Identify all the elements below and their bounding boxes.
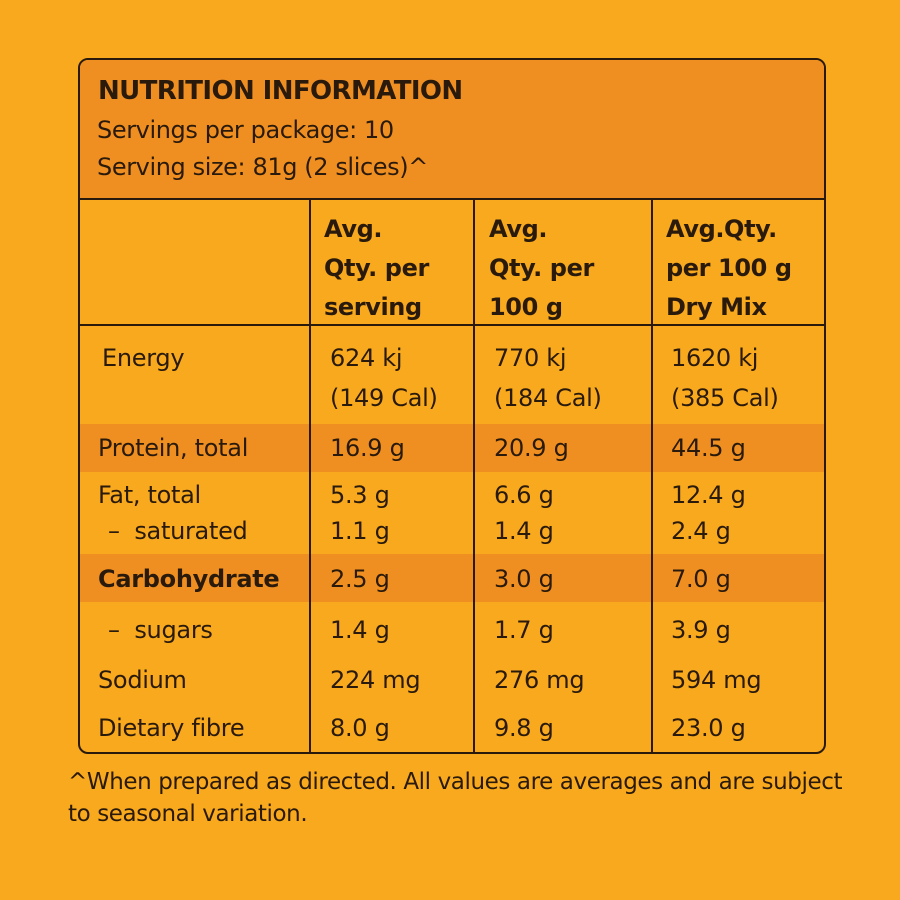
cell-sugars-100g: 1.7 g: [494, 616, 554, 644]
panel-title: NUTRITION INFORMATION: [98, 76, 463, 106]
cell-carbohydrate-drymix: 7.0 g: [671, 565, 731, 593]
cell-fibre-serving: 8.0 g: [330, 714, 390, 742]
column-header-dry-mix: Avg.Qty. per 100 g Dry Mix: [666, 215, 792, 321]
cell-saturated-100g: 1.4 g: [494, 517, 554, 545]
nutrition-panel: NUTRITION INFORMATION Servings per packa…: [78, 58, 826, 754]
cell-fat-drymix: 12.4 g: [671, 481, 746, 509]
row-band-protein: [80, 424, 824, 472]
cell-protein-serving: 16.9 g: [330, 434, 405, 462]
cell-carbohydrate-100g: 3.0 g: [494, 565, 554, 593]
cell-fat-100g: 6.6 g: [494, 481, 554, 509]
cell-energy-serving: 624 kj (149 Cal): [330, 344, 438, 412]
cell-saturated-serving: 1.1 g: [330, 517, 390, 545]
row-label-protein: Protein, total: [98, 434, 249, 462]
cell-sodium-drymix: 594 mg: [671, 666, 762, 694]
cell-sodium-100g: 276 mg: [494, 666, 585, 694]
cell-fibre-100g: 9.8 g: [494, 714, 554, 742]
cell-fat-serving: 5.3 g: [330, 481, 390, 509]
row-label-sodium: Sodium: [98, 666, 187, 694]
column-divider-3: [651, 200, 653, 752]
servings-per-package: Servings per package: 10: [97, 116, 394, 144]
footnote: ^When prepared as directed. All values a…: [68, 769, 843, 827]
cell-sugars-serving: 1.4 g: [330, 616, 390, 644]
row-band-carbohydrate: [80, 554, 824, 602]
row-label-dietary-fibre: Dietary fibre: [98, 714, 245, 742]
cell-sugars-drymix: 3.9 g: [671, 616, 731, 644]
cell-energy-100g: 770 kj (184 Cal): [494, 344, 602, 412]
row-label-fat-total: Fat, total: [98, 481, 201, 509]
column-header-per-serving: Avg. Qty. per serving: [324, 215, 429, 321]
column-divider-1: [309, 200, 311, 752]
column-header-per-100g: Avg. Qty. per 100 g: [489, 215, 594, 321]
row-label-saturated: – saturated: [108, 517, 248, 545]
column-divider-2: [473, 200, 475, 752]
cell-fibre-drymix: 23.0 g: [671, 714, 746, 742]
cell-saturated-drymix: 2.4 g: [671, 517, 731, 545]
row-label-energy: Energy: [102, 344, 185, 372]
row-label-carbohydrate: Carbohydrate: [98, 565, 280, 593]
cell-carbohydrate-serving: 2.5 g: [330, 565, 390, 593]
cell-energy-drymix: 1620 kj (385 Cal): [671, 344, 779, 412]
cell-protein-drymix: 44.5 g: [671, 434, 746, 462]
header-row-divider: [80, 324, 824, 326]
panel-header: NUTRITION INFORMATION Servings per packa…: [80, 60, 824, 200]
cell-protein-100g: 20.9 g: [494, 434, 569, 462]
serving-size: Serving size: 81g (2 slices)^: [97, 153, 428, 181]
row-label-sugars: – sugars: [108, 616, 213, 644]
cell-sodium-serving: 224 mg: [330, 666, 421, 694]
